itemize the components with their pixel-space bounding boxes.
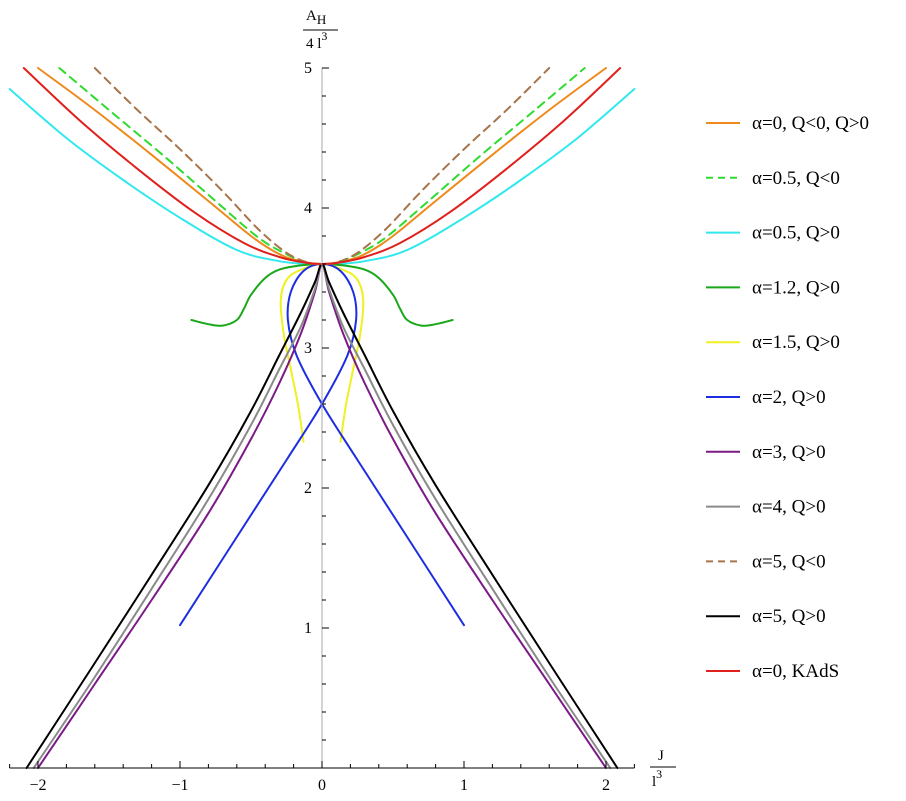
y-tick-label: 3 (304, 340, 312, 357)
y-label-denominator: 4 l3 (306, 29, 327, 52)
x-tick-label: 0 (318, 777, 326, 794)
legend-label: α=1.5, Q>0 (752, 332, 840, 353)
y-axis-label: AH 4 l3 (303, 8, 338, 52)
x-tick-label: −2 (29, 777, 46, 794)
y-tick-label: 1 (304, 620, 312, 637)
legend: α=0, Q<0, Q>0 α=0.5, Q<0 α=0.5, Q>0 α=1.2, … (706, 113, 869, 682)
legend-label: α=4, Q>0 (752, 497, 826, 518)
legend-label: α=5, Q>0 (752, 606, 826, 627)
x-tick-label: −1 (171, 777, 188, 794)
legend-label: α=0.5, Q>0 (752, 223, 840, 244)
legend-label: α=2, Q>0 (752, 387, 826, 408)
x-tick-label: 2 (602, 777, 610, 794)
y-tick-label: 2 (304, 480, 312, 497)
legend-label: α=1.2, Q>0 (752, 277, 840, 298)
x-axis-label: J l3 (650, 748, 676, 790)
y-label-numerator: AH (306, 8, 326, 27)
plot-area: −2 −1 0 1 2 1 2 3 4 5 (8, 60, 636, 794)
legend-label: α=0.5, Q<0 (752, 168, 840, 189)
x-label-denominator: l3 (652, 767, 662, 790)
legend-label: α=0, Q<0, Q>0 (752, 113, 869, 134)
x-tick-label: 1 (460, 777, 468, 794)
y-tick-label: 4 (304, 200, 312, 217)
legend-label: α=3, Q>0 (752, 442, 826, 463)
y-ticks: 1 2 3 4 5 (304, 60, 329, 741)
legend-label: α=0, KAdS (752, 661, 839, 682)
x-label-numerator: J (658, 748, 664, 764)
x-ticks: −2 −1 0 1 2 (9, 761, 635, 794)
legend-label: α=5, Q<0 (752, 551, 826, 572)
y-tick-label: 5 (304, 60, 312, 77)
